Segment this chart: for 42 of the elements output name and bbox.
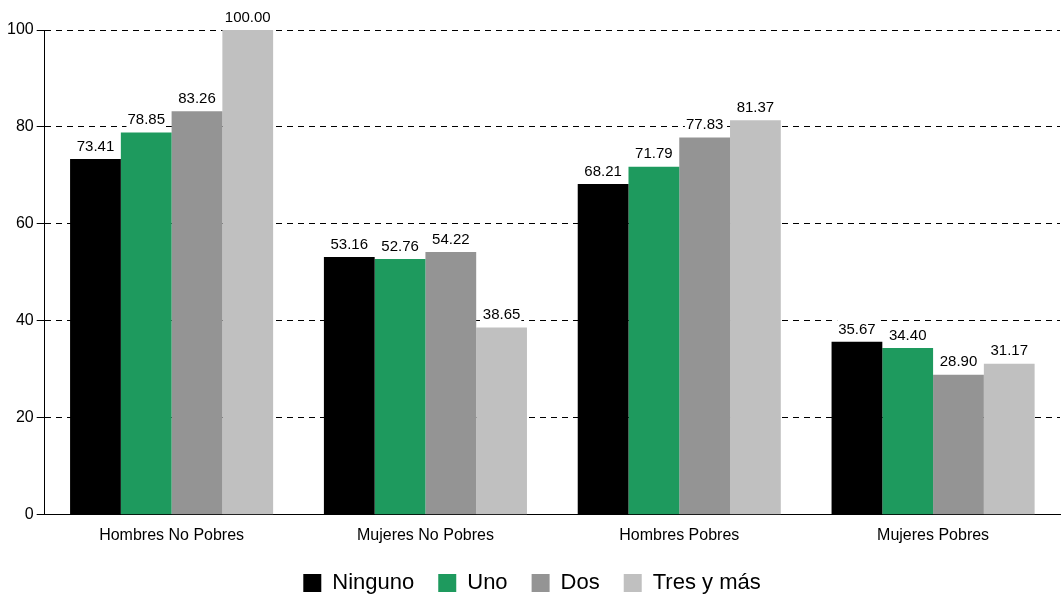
data-label: 35.67 <box>838 319 876 337</box>
y-tick-label: 60 <box>15 214 34 232</box>
data-label: 83.26 <box>178 88 216 106</box>
legend-label: Uno <box>467 569 508 595</box>
data-label: 54.22 <box>432 229 470 247</box>
y-tick-label: 100 <box>6 20 34 38</box>
x-tick-label: Hombres Pobres <box>619 525 740 543</box>
data-label: 100.00 <box>224 7 271 25</box>
legend-label: Dos <box>560 569 600 595</box>
bar <box>882 348 934 515</box>
data-label: 52.76 <box>381 236 419 254</box>
bar <box>730 120 781 515</box>
bar <box>628 166 680 515</box>
x-tick-label: Mujeres No Pobres <box>356 525 494 543</box>
bar <box>933 374 984 515</box>
bar <box>171 111 223 515</box>
data-label: 53.16 <box>330 234 369 252</box>
data-label: 71.79 <box>635 144 673 162</box>
data-label: 68.21 <box>584 161 622 179</box>
data-label: 73.41 <box>76 136 115 154</box>
data-label: 31.17 <box>990 341 1029 359</box>
bar <box>679 137 731 515</box>
data-label: 77.83 <box>685 115 724 133</box>
y-tick-label: 0 <box>24 505 34 523</box>
x-tick-label: Mujeres Pobres <box>877 525 990 543</box>
bar <box>983 363 1035 515</box>
data-label: 34.40 <box>888 325 927 343</box>
bar <box>374 259 426 515</box>
data-label: 78.85 <box>127 110 165 128</box>
y-tick-label: 20 <box>15 408 34 426</box>
x-tick-label: Hombres No Pobres <box>99 525 245 543</box>
y-tick-label: 80 <box>15 117 34 135</box>
data-label: 38.65 <box>482 305 521 323</box>
data-label: 28.90 <box>939 352 978 370</box>
legend-label: Tres y más <box>652 569 761 595</box>
bar <box>222 30 274 515</box>
bar <box>425 251 477 515</box>
bar <box>120 132 172 515</box>
bar <box>476 327 527 515</box>
legend-label: Ninguno <box>332 569 415 595</box>
y-tick-label: 40 <box>15 311 34 329</box>
data-label: 81.37 <box>736 97 775 115</box>
